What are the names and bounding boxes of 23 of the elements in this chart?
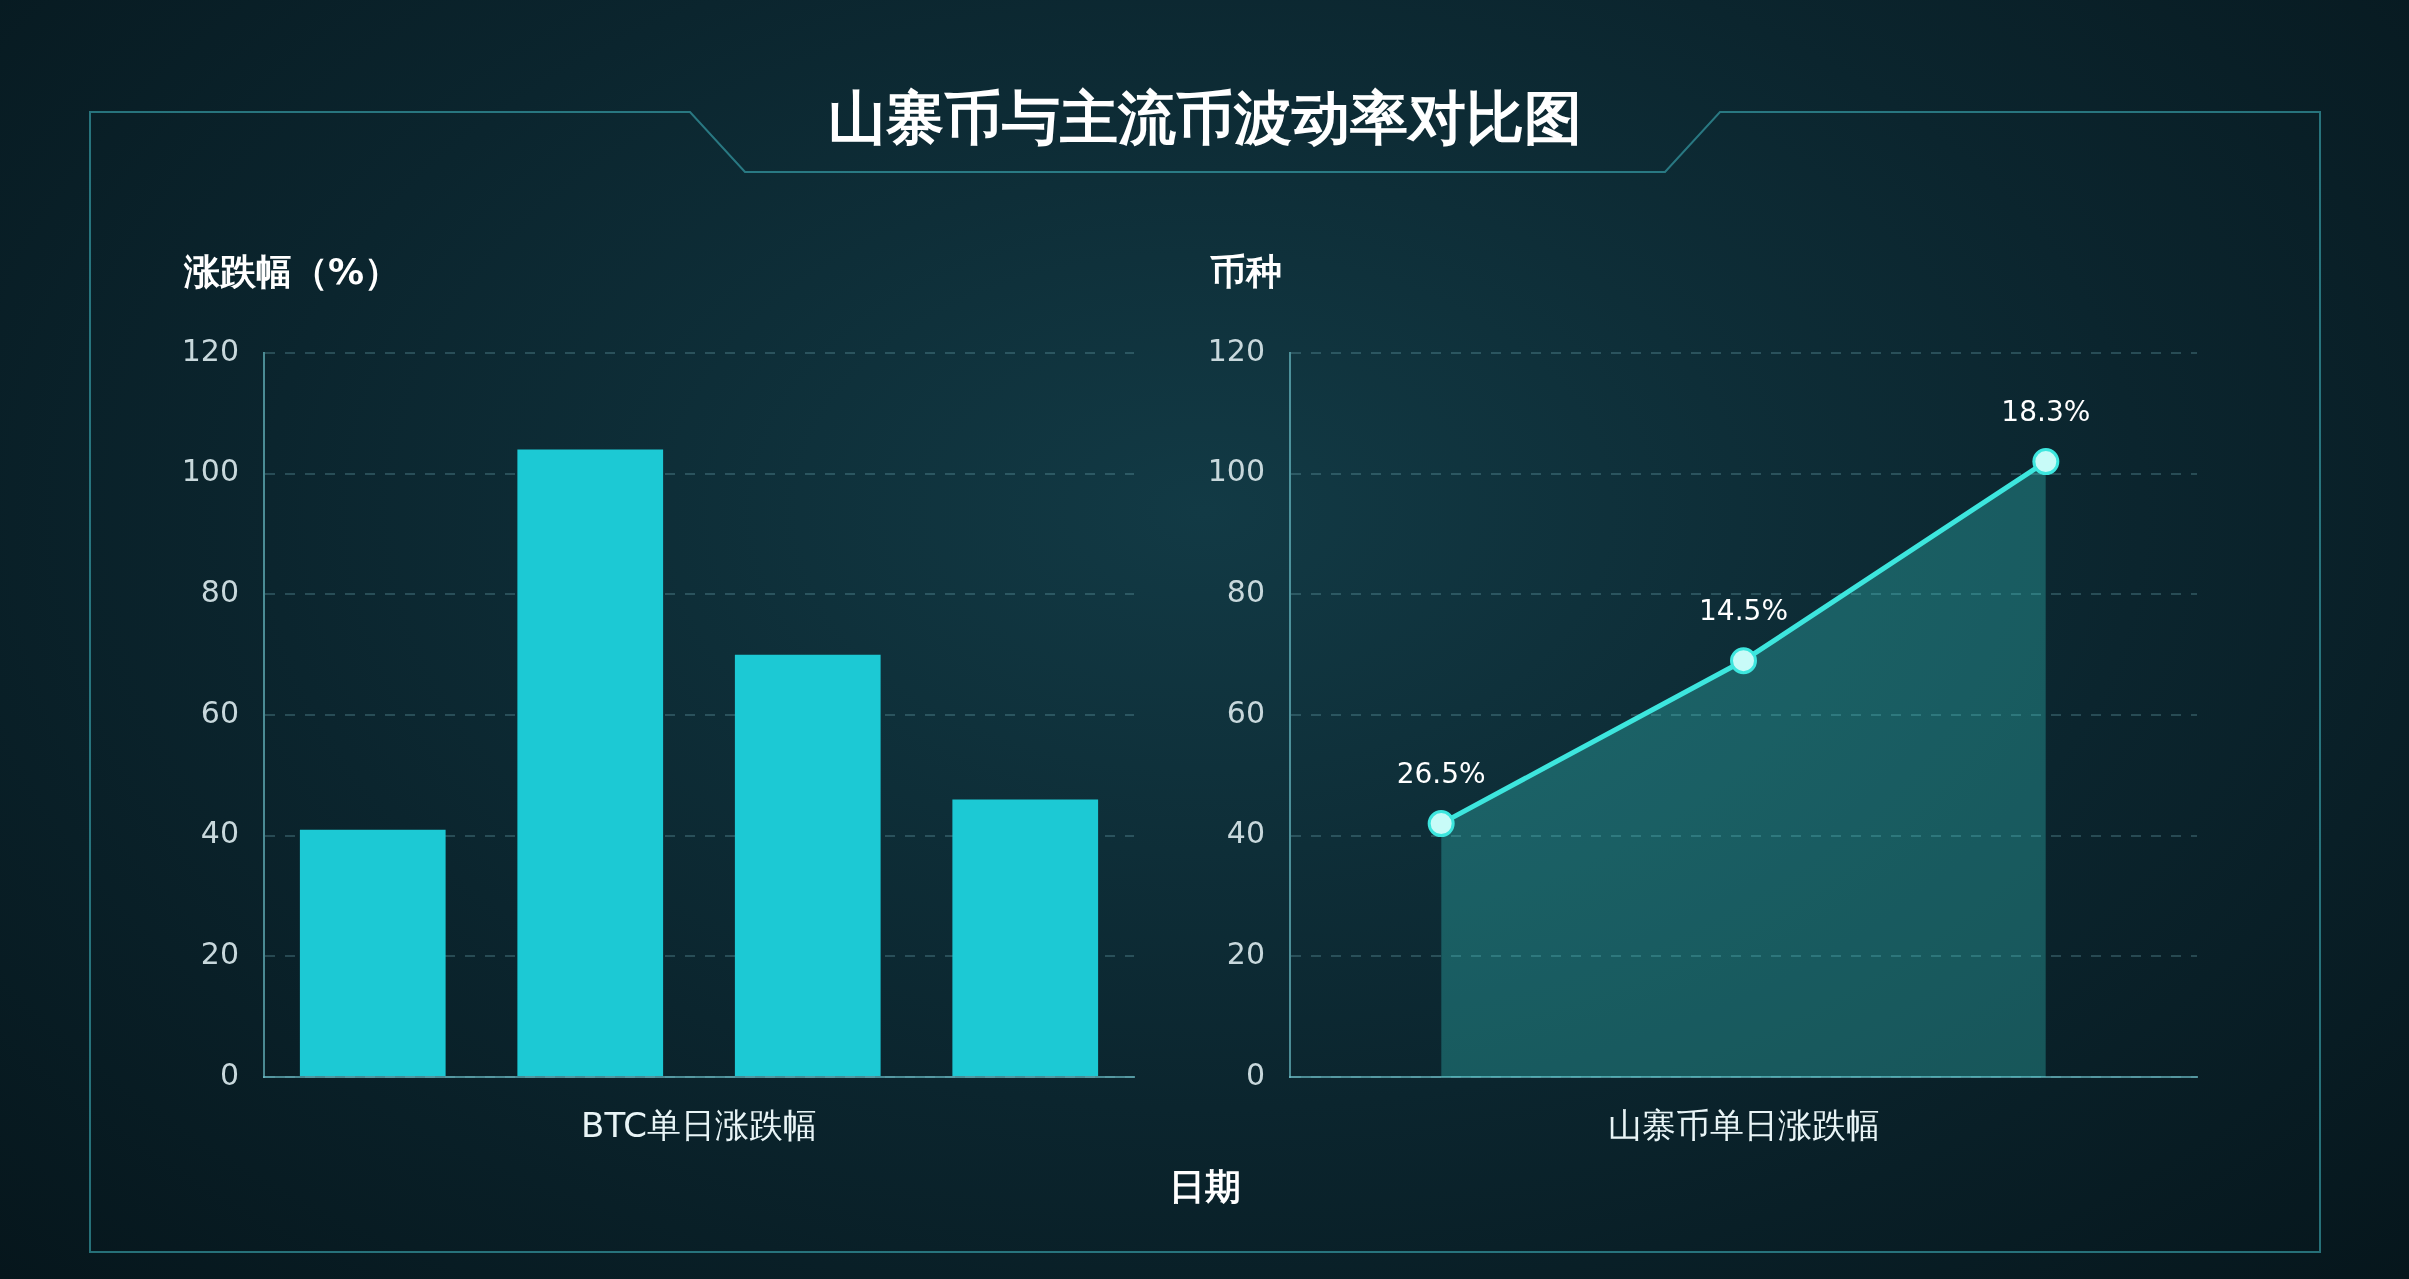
y-tick-label: 20 — [1226, 936, 1265, 972]
y-tick-label: 40 — [200, 815, 239, 851]
chart-title: 山寨币与主流币波动率对比图 — [826, 83, 1583, 154]
text: 日期 — [1167, 1165, 1242, 1209]
y-tick-label: 40 — [1226, 815, 1265, 851]
y-axis-title: 币种 — [1210, 251, 1282, 293]
y-tick-label: 0 — [219, 1056, 239, 1092]
y-tick-label: 100 — [1207, 453, 1265, 489]
y-tick-label: 20 — [200, 936, 239, 972]
annotation: 14.5% — [1699, 593, 1788, 627]
y-tick-label: 60 — [1226, 694, 1265, 730]
x-axis-title: BTC单日涨跌幅 — [581, 1104, 817, 1145]
annotation: 18.3% — [2001, 394, 2091, 428]
y-tick-label: 80 — [1226, 574, 1265, 610]
y-tick-label: 100 — [181, 453, 239, 489]
y-tick-label: 120 — [181, 332, 239, 368]
x-axis-title: 山寨币单日涨跌幅 — [1607, 1104, 1880, 1145]
y-axis-title: 涨跌幅（%） — [183, 251, 401, 293]
y-tick-label: 80 — [200, 574, 239, 610]
y-tick-label: 60 — [200, 694, 239, 730]
annotation: 26.5% — [1396, 756, 1486, 790]
y-tick-label: 0 — [1245, 1056, 1265, 1092]
y-tick-label: 120 — [1207, 332, 1265, 368]
